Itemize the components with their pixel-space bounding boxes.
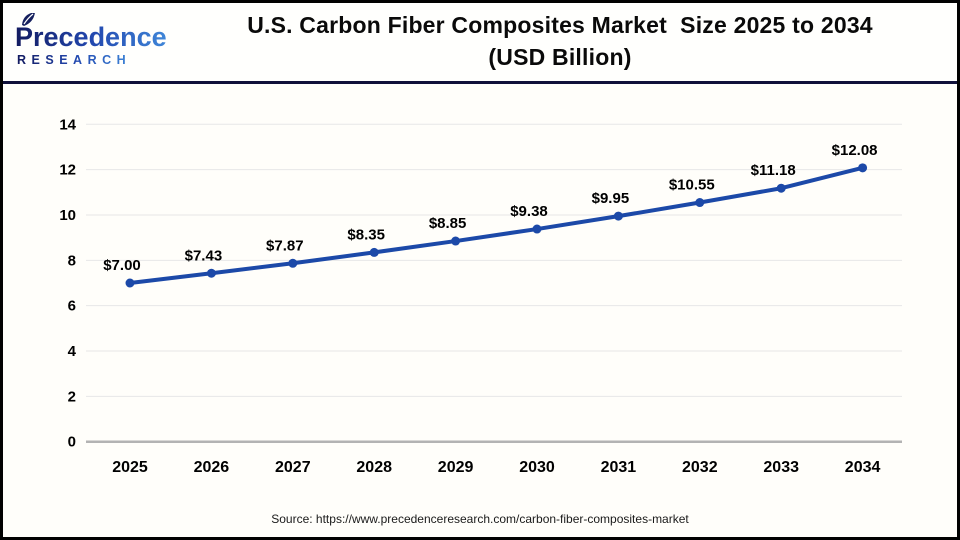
plot-area: 0 2 4 6 8 10 12 14 2025 2026 2027 2028 2029 2030 2031 2… — [3, 84, 957, 504]
y-tick-label: 14 — [59, 116, 76, 133]
x-tick-label: 2028 — [356, 459, 392, 476]
y-tick-label: 0 — [68, 434, 76, 451]
source-note: Source: https://www.precedenceresearch.c… — [271, 512, 689, 526]
data-point — [858, 163, 868, 173]
y-tick-label: 8 — [68, 252, 76, 269]
data-label: $9.38 — [510, 203, 548, 220]
data-point — [206, 268, 216, 278]
data-label: $9.95 — [592, 190, 630, 207]
data-point — [288, 258, 298, 268]
leaf-icon — [22, 13, 35, 26]
x-tick-label: 2026 — [194, 459, 230, 476]
data-label: $12.08 — [832, 142, 878, 159]
x-tick-label: 2031 — [601, 459, 637, 476]
logo-brand-text: Precedence — [15, 22, 167, 52]
data-label: $7.00 — [103, 257, 141, 274]
header: Precedence RESEARCH U.S. Carbon Fiber Co… — [3, 3, 957, 84]
chart-title: U.S. Carbon Fiber Composites Market Size… — [163, 9, 957, 73]
data-point — [125, 278, 135, 288]
data-label: $11.18 — [751, 162, 796, 179]
data-point — [776, 183, 786, 193]
chart-title-line2: (USD Billion) — [488, 44, 632, 70]
chart-title-line1: U.S. Carbon Fiber Composites Market Size… — [247, 12, 873, 38]
data-point — [695, 198, 705, 208]
data-label: $7.87 — [266, 237, 304, 254]
x-tick-label: 2029 — [438, 459, 474, 476]
data-point — [532, 224, 542, 234]
x-tick-label: 2032 — [682, 459, 718, 476]
line-chart: 0 2 4 6 8 10 12 14 2025 2026 2027 2028 2029 2030 2031 2… — [59, 116, 902, 476]
data-point — [451, 236, 461, 246]
data-label: $10.55 — [669, 177, 715, 194]
series-line — [128, 165, 865, 285]
x-tick-label: 2033 — [763, 459, 799, 476]
x-tick-label: 2034 — [845, 459, 881, 476]
data-point — [613, 211, 623, 221]
x-tick-label: 2025 — [112, 459, 148, 476]
y-tick-label: 2 — [68, 388, 76, 405]
data-label: $8.85 — [429, 215, 467, 232]
logo-sub-text: RESEARCH — [17, 53, 131, 67]
y-tick-label: 4 — [68, 343, 77, 360]
y-tick-label: 10 — [59, 207, 76, 224]
y-tick-label: 6 — [68, 298, 76, 315]
data-label: $8.35 — [347, 226, 385, 243]
y-tick-label: 12 — [59, 162, 76, 179]
x-tick-label: 2027 — [275, 459, 311, 476]
data-point — [369, 247, 379, 257]
data-label: $7.43 — [185, 247, 223, 264]
x-tick-label: 2030 — [519, 459, 555, 476]
precedence-research-logo: Precedence RESEARCH — [15, 13, 167, 67]
